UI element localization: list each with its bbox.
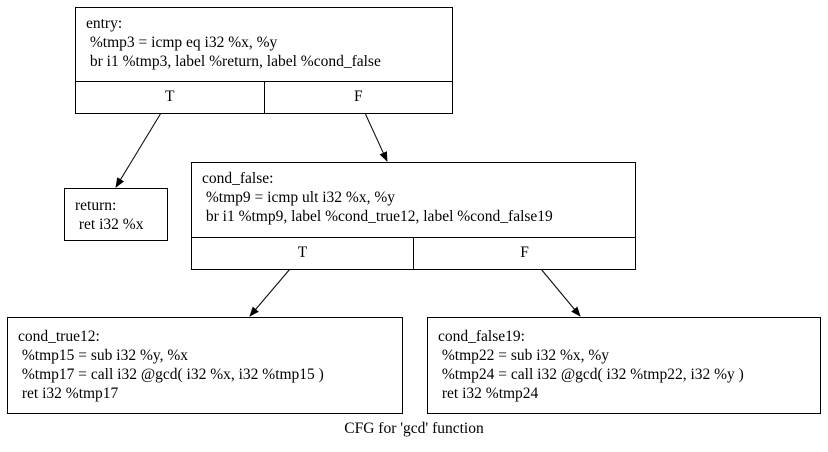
node-line: %tmp24 = call i32 @gcd( i32 %tmp22, i32 … — [438, 366, 744, 383]
node-line: entry: — [86, 15, 123, 32]
node-line: %tmp17 = call i32 @gcd( i32 %x, i32 %tmp… — [18, 366, 324, 383]
port-true: T — [297, 244, 308, 261]
edge-entry-T-return — [115, 112, 162, 188]
node-cond-true12: cond_true12: %tmp15 = sub i32 %y, %x %tm… — [7, 317, 403, 414]
node-cond-false: cond_false: %tmp9 = icmp ult i32 %x, %y … — [191, 162, 636, 270]
node-line: %tmp15 = sub i32 %y, %x — [18, 347, 189, 364]
node-line: ret i32 %tmp24 — [438, 385, 539, 402]
node-line: %tmp22 = sub i32 %x, %y — [438, 347, 610, 364]
node-line: cond_false: — [202, 170, 274, 187]
edge-cond-false-T-cond-true12 — [249, 268, 291, 317]
graph-caption: CFG for 'gcd' function — [344, 420, 484, 437]
node-line: %tmp3 = icmp eq i32 %x, %y — [86, 34, 278, 51]
port-false: F — [263, 82, 453, 113]
node-line: ret i32 %x — [75, 216, 144, 233]
node-line: cond_true12: — [18, 328, 100, 345]
port-false: F — [413, 238, 635, 269]
node-line: cond_false19: — [438, 328, 525, 345]
node-line: return: — [75, 197, 117, 214]
edge-cond-false-F-cond-false19 — [540, 268, 581, 317]
node-line: ret i32 %tmp17 — [18, 385, 119, 402]
node-entry: entry: %tmp3 = icmp eq i32 %x, %y br i1 … — [75, 7, 453, 114]
node-line: br i1 %tmp3, label %return, label %cond_… — [86, 53, 381, 70]
port-true: T — [165, 88, 175, 105]
node-line: br i1 %tmp9, label %cond_true12, label %… — [202, 208, 553, 225]
node-cond-false19: cond_false19: %tmp22 = sub i32 %x, %y %t… — [427, 317, 821, 414]
edge-entry-F-cond-false — [364, 112, 388, 162]
node-return: return: ret i32 %x — [64, 188, 168, 241]
node-line: %tmp9 = icmp ult i32 %x, %y — [202, 189, 396, 206]
